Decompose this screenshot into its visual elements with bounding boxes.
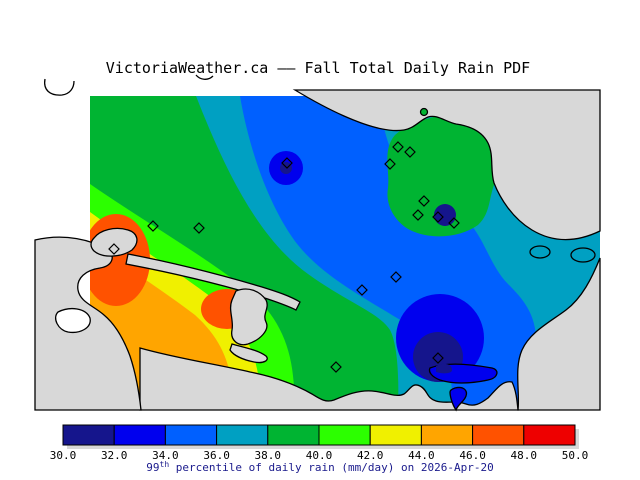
colorbar-tick-label: 34.0 (152, 449, 179, 462)
station-diamond-marker (281, 157, 293, 169)
station-markers (108, 141, 460, 373)
colorbar-cell-48.0-50.0 (523, 424, 576, 446)
colorbar-tick-label: 38.0 (255, 449, 282, 462)
lake-west (54, 307, 91, 334)
station-diamond-marker (432, 352, 444, 364)
islet-trial (449, 386, 468, 412)
colorbar-cell-36.0-38.0 (216, 424, 269, 446)
station-diamond-marker (392, 141, 404, 153)
colorbar-cell-42.0-44.0 (369, 424, 422, 446)
station-diamond-marker (108, 243, 120, 255)
contour-band-30-32-east (434, 204, 456, 226)
station-diamond-marker (147, 220, 159, 232)
contour-green-peninsula (387, 115, 497, 237)
colorbar-tick-label: 32.0 (101, 449, 128, 462)
colorbar-cell-30.0-32.0 (62, 424, 115, 446)
land-northeast (292, 89, 601, 241)
peninsula-navy-patch (436, 363, 452, 374)
colorbar-tick-label: 50.0 (562, 449, 589, 462)
contour-band-30-32-central (280, 162, 292, 174)
station-diamond-marker (193, 222, 205, 234)
colorbar-cell-40.0-42.0 (318, 424, 371, 446)
station-diamond-marker (404, 146, 416, 158)
sea-harbour-arm (229, 343, 268, 364)
colorbar: 30.0 32.0 34.0 36.0 38.0 40.0 42.0 44.0 46.0 48.0… (50, 424, 589, 462)
islet-teal-1 (529, 245, 551, 259)
caption-text: percentile of daily rain (mm/day) on 202… (169, 461, 494, 474)
colorbar-cell-34.0-36.0 (164, 424, 218, 446)
colorbar-cell-44.0-46.0 (420, 424, 474, 446)
station-diamond-marker (384, 158, 396, 170)
colorbar-cell-38.0-40.0 (267, 424, 320, 446)
station-diamond-marker (412, 209, 424, 221)
caption-superscript: th (160, 460, 170, 469)
coastline-fragment-north (195, 74, 214, 80)
colorbar-tick-label: 36.0 (203, 449, 230, 462)
station-diamond-marker (432, 211, 444, 223)
sea-esquimalt-harbour (229, 288, 268, 346)
colorbar-tick-label: 30.0 (50, 449, 77, 462)
colorbar-tick-label: 48.0 (511, 449, 538, 462)
station-diamond-marker (418, 195, 430, 207)
station-diamond-marker (390, 271, 402, 283)
islet-teal-2 (570, 247, 596, 263)
colorbar-cell-46.0-48.0 (472, 424, 525, 446)
colorbar-cell-32.0-34.0 (113, 424, 166, 446)
land-east (517, 257, 601, 411)
coastline-layer (34, 74, 601, 412)
islet-green (419, 107, 429, 117)
colorbar-tick-label: 44.0 (408, 449, 435, 462)
colorbar-caption: 99th percentile of daily rain (mm/day) o… (146, 460, 493, 474)
sea-juan-de-fuca (139, 347, 519, 411)
colorbar-tick-label: 46.0 (459, 449, 486, 462)
land-east-sooke-spit (90, 227, 138, 257)
station-diamond-marker (330, 361, 342, 373)
coastline-fragment-nw (44, 78, 75, 96)
station-diamond-marker (356, 284, 368, 296)
station-diamond-marker (448, 217, 460, 229)
caption-number: 99 (146, 461, 159, 474)
figure-title: VictoriaWeather.ca —— Fall Total Daily R… (106, 59, 530, 77)
sea-sooke-basin-channel (125, 253, 301, 311)
colorbar-tick-label: 42.0 (357, 449, 384, 462)
colorbar-tick-label: 40.0 (306, 449, 333, 462)
